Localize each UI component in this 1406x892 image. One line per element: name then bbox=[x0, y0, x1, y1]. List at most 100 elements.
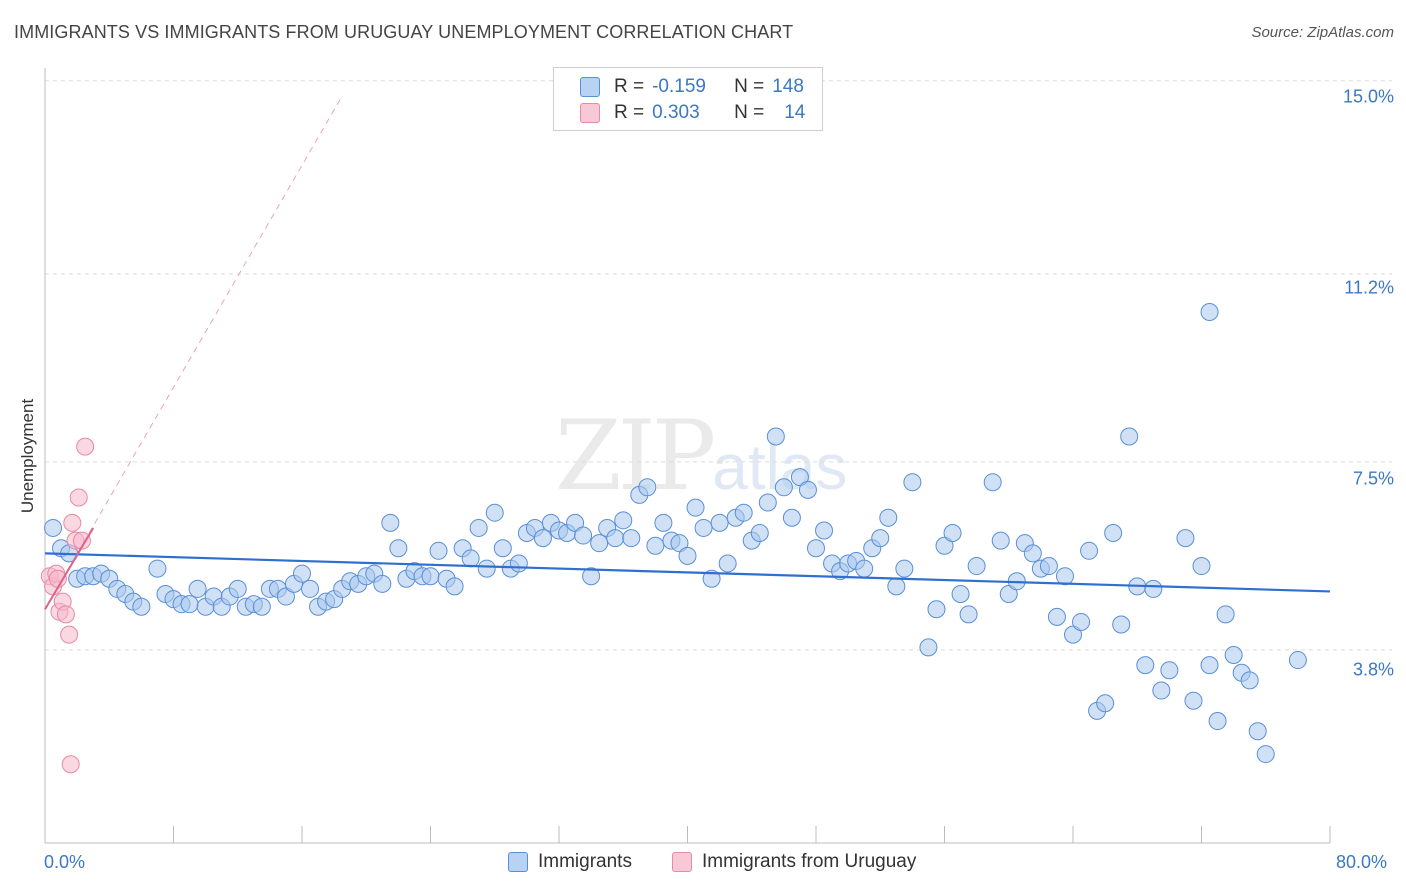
data-point-immigrants bbox=[228, 579, 247, 598]
data-point-immigrants bbox=[485, 503, 504, 522]
data-point-immigrants bbox=[1136, 656, 1155, 675]
chart-title: IMMIGRANTS VS IMMIGRANTS FROM URUGUAY UN… bbox=[14, 22, 794, 42]
data-point-immigrants bbox=[1047, 607, 1066, 626]
data-point-immigrants bbox=[1216, 605, 1235, 624]
legend-n-value: 148 bbox=[772, 76, 804, 97]
data-point-immigrants bbox=[445, 577, 464, 596]
data-point-immigrants bbox=[1248, 722, 1267, 741]
y-tick-7-5: 7.5% bbox=[1352, 468, 1394, 489]
data-point-immigrants bbox=[566, 513, 585, 532]
data-point-immigrants bbox=[1104, 524, 1123, 543]
gridlines bbox=[45, 80, 1392, 651]
data-point-immigrants bbox=[1224, 645, 1243, 664]
data-point-immigrants bbox=[421, 567, 440, 586]
data-point-immigrants bbox=[879, 508, 898, 527]
data-point-immigrants bbox=[389, 539, 408, 558]
data-point-immigrants bbox=[887, 577, 906, 596]
y-tick-3-8: 3.8% bbox=[1352, 659, 1394, 680]
data-point-immigrants bbox=[509, 554, 528, 573]
legend-swatch-blue bbox=[580, 77, 600, 97]
data-point-immigrants bbox=[477, 559, 496, 578]
data-point-immigrants bbox=[606, 529, 625, 548]
data-point-immigrants bbox=[469, 518, 488, 537]
data-point-immigrants bbox=[180, 595, 199, 614]
data-point-immigrants bbox=[381, 513, 400, 532]
data-point-immigrants bbox=[815, 521, 834, 540]
data-point-immigrants bbox=[1039, 557, 1058, 576]
data-point-immigrants bbox=[461, 549, 480, 568]
data-point-immigrants bbox=[622, 529, 641, 548]
data-point-immigrants bbox=[694, 518, 713, 537]
data-point-immigrants bbox=[533, 529, 552, 548]
data-point-immigrants bbox=[991, 531, 1010, 550]
data-point-uruguay bbox=[69, 488, 88, 507]
data-point-immigrants bbox=[983, 473, 1002, 492]
data-point-immigrants bbox=[1200, 302, 1219, 321]
data-point-immigrants bbox=[373, 574, 392, 593]
x-tick-max: 80.0% bbox=[1336, 852, 1388, 872]
y-axis-label: Unemployment bbox=[18, 398, 37, 514]
legend-item-uruguay[interactable]: Immigrants from Uruguay bbox=[672, 851, 916, 873]
legend-swatch-pink bbox=[580, 103, 600, 123]
legend-row-uruguay: R = 0.303 N = 14 bbox=[580, 101, 805, 125]
data-point-immigrants bbox=[750, 524, 769, 543]
data-point-immigrants bbox=[614, 511, 633, 530]
data-point-immigrants bbox=[758, 493, 777, 512]
data-point-immigrants bbox=[943, 524, 962, 543]
data-point-immigrants bbox=[782, 508, 801, 527]
data-point-immigrants bbox=[654, 513, 673, 532]
data-point-immigrants bbox=[670, 534, 689, 553]
data-point-immigrants bbox=[1064, 625, 1082, 644]
data-point-immigrants bbox=[1055, 567, 1074, 586]
data-point-immigrants bbox=[574, 526, 593, 545]
data-point-immigrants bbox=[590, 534, 609, 553]
data-point-immigrants bbox=[1176, 529, 1195, 548]
data-point-immigrants bbox=[734, 503, 753, 522]
data-point-immigrants bbox=[1240, 671, 1259, 690]
legend-item-immigrants[interactable]: Immigrants bbox=[508, 851, 632, 873]
data-point-immigrants bbox=[1080, 541, 1099, 560]
axes bbox=[44, 68, 1331, 844]
data-point-uruguay bbox=[76, 437, 95, 456]
data-point-immigrants bbox=[1208, 712, 1227, 731]
data-point-immigrants bbox=[1184, 691, 1203, 710]
data-point-uruguay bbox=[63, 513, 82, 532]
data-point-immigrants bbox=[276, 587, 295, 606]
trend-line-immigrants bbox=[44, 552, 1331, 593]
stats-legend: R = -0.159 N = 148 R = 0.303 N = 14 bbox=[553, 67, 823, 131]
data-point-immigrants bbox=[718, 554, 737, 573]
data-point-immigrants bbox=[807, 539, 825, 558]
data-point-immigrants bbox=[582, 567, 601, 586]
data-point-immigrants bbox=[1152, 681, 1171, 700]
data-point-immigrants bbox=[686, 498, 705, 517]
data-point-immigrants bbox=[646, 536, 665, 555]
data-point-immigrants bbox=[44, 518, 63, 537]
y-tick-11-2: 11.2% bbox=[1344, 277, 1394, 298]
legend-n-label: N = bbox=[734, 76, 765, 97]
data-point-immigrants bbox=[959, 605, 978, 624]
legend-r-label: R = bbox=[614, 102, 645, 123]
data-point-immigrants bbox=[1160, 661, 1179, 680]
legend-n-value: 14 bbox=[784, 102, 806, 123]
legend-swatch-immigrants bbox=[508, 852, 528, 872]
data-point-immigrants bbox=[1200, 656, 1219, 675]
data-point-uruguay bbox=[61, 755, 80, 774]
data-point-immigrants bbox=[798, 480, 817, 499]
legend-r-value: -0.159 bbox=[652, 76, 706, 97]
data-point-uruguay bbox=[72, 531, 91, 550]
source-label: Source: ZipAtlas.com bbox=[1251, 24, 1394, 41]
legend-r-value: 0.303 bbox=[652, 102, 700, 123]
x-tick-min: 0.0% bbox=[44, 852, 86, 872]
data-point-immigrants bbox=[927, 600, 946, 619]
legend-label-immigrants: Immigrants bbox=[538, 851, 632, 872]
legend-swatch-uruguay bbox=[672, 852, 692, 872]
data-point-immigrants bbox=[252, 597, 271, 616]
data-point-immigrants bbox=[871, 529, 890, 548]
series-immigrants bbox=[44, 302, 1307, 764]
data-point-immigrants bbox=[855, 559, 874, 578]
data-point-immigrants bbox=[678, 546, 697, 565]
data-point-immigrants bbox=[1112, 615, 1131, 634]
data-point-immigrants bbox=[1072, 612, 1091, 631]
data-point-immigrants bbox=[1120, 427, 1139, 446]
